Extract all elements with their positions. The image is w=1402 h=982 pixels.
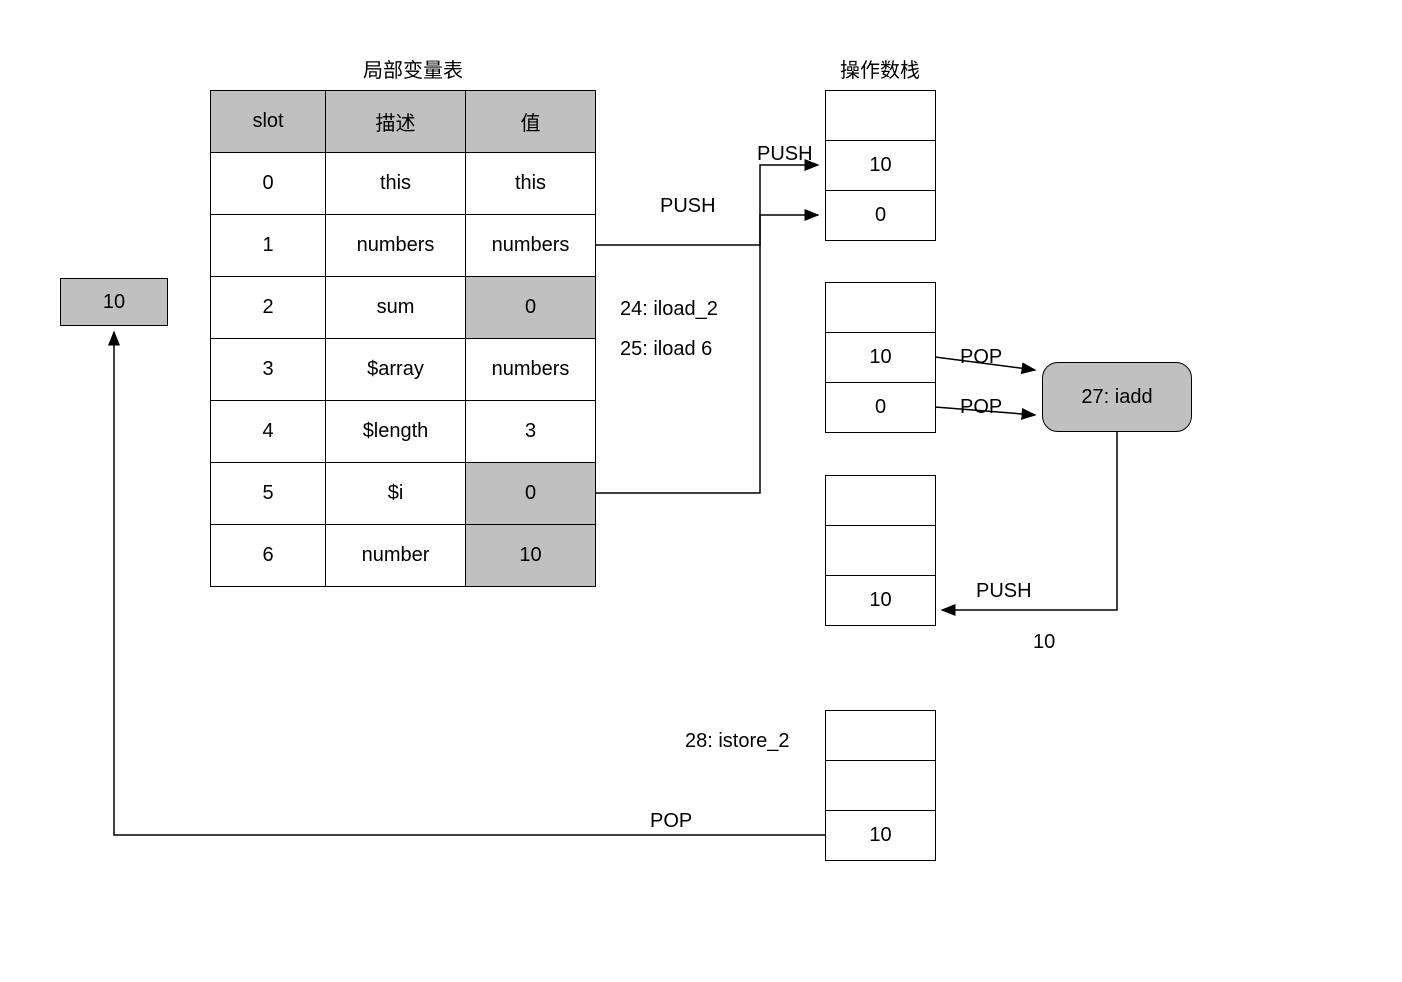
stack-cell [826,711,936,761]
stack-cell [826,91,936,141]
diagram-canvas: 局部变量表 操作数栈 10 slot 描述 值 0 this this 1 nu… [0,0,1402,982]
push-label-3: PUSH [976,580,1032,603]
cell-val: 0 [466,463,596,525]
stack-3: 10 [825,475,936,626]
cell-desc: this [326,153,466,215]
stack-2: 10 0 [825,282,936,433]
cell-slot: 0 [211,153,326,215]
stack-1: 10 0 [825,90,936,241]
push-label-1: PUSH [757,143,813,166]
cell-val: 10 [466,525,596,587]
iadd-label: 27: iadd [1081,386,1152,409]
pop-label-3: POP [650,810,692,833]
table-row: 2 sum 0 [211,277,596,339]
cell-desc: numbers [326,215,466,277]
push-val-3: 10 [1033,631,1055,654]
table-header-row: slot 描述 值 [211,91,596,153]
cell-slot: 2 [211,277,326,339]
col-val: 值 [466,91,596,153]
cell-desc: $length [326,401,466,463]
pop-label-1: POP [960,346,1002,369]
col-desc: 描述 [326,91,466,153]
stack-cell: 0 [826,191,936,241]
result-box: 10 [60,278,168,326]
cell-val: numbers [466,339,596,401]
stack-cell [826,761,936,811]
operand-stack-title: 操作数栈 [825,54,935,83]
stack-cell: 10 [826,811,936,861]
cell-desc: sum [326,277,466,339]
cell-slot: 1 [211,215,326,277]
stack-cell: 10 [826,141,936,191]
cell-slot: 5 [211,463,326,525]
cell-slot: 6 [211,525,326,587]
stack-cell: 0 [826,383,936,433]
cell-desc: $array [326,339,466,401]
instr-iload2: 24: iload_2 [620,298,718,321]
stack-4: 10 [825,710,936,861]
table-row: 3 $array numbers [211,339,596,401]
cell-val: 0 [466,277,596,339]
result-value: 10 [103,291,125,314]
local-var-table: slot 描述 值 0 this this 1 numbers numbers … [210,90,596,587]
table-row: 6 number 10 [211,525,596,587]
stack-cell: 10 [826,576,936,626]
table-row: 0 this this [211,153,596,215]
stack-cell [826,476,936,526]
table-row: 1 numbers numbers [211,215,596,277]
push-label-2: PUSH [660,195,716,218]
cell-slot: 3 [211,339,326,401]
cell-desc: number [326,525,466,587]
instr-iload6: 25: iload 6 [620,338,712,361]
stack-cell [826,526,936,576]
instr-istore2: 28: istore_2 [685,730,790,753]
table-row: 4 $length 3 [211,401,596,463]
cell-desc: $i [326,463,466,525]
col-slot: slot [211,91,326,153]
stack-cell: 10 [826,333,936,383]
cell-val: this [466,153,596,215]
table-row: 5 $i 0 [211,463,596,525]
stack-cell [826,283,936,333]
local-var-table-title: 局部变量表 [338,54,488,83]
cell-val: 3 [466,401,596,463]
pop-label-2: POP [960,396,1002,419]
cell-slot: 4 [211,401,326,463]
iadd-node: 27: iadd [1042,362,1192,432]
cell-val: numbers [466,215,596,277]
